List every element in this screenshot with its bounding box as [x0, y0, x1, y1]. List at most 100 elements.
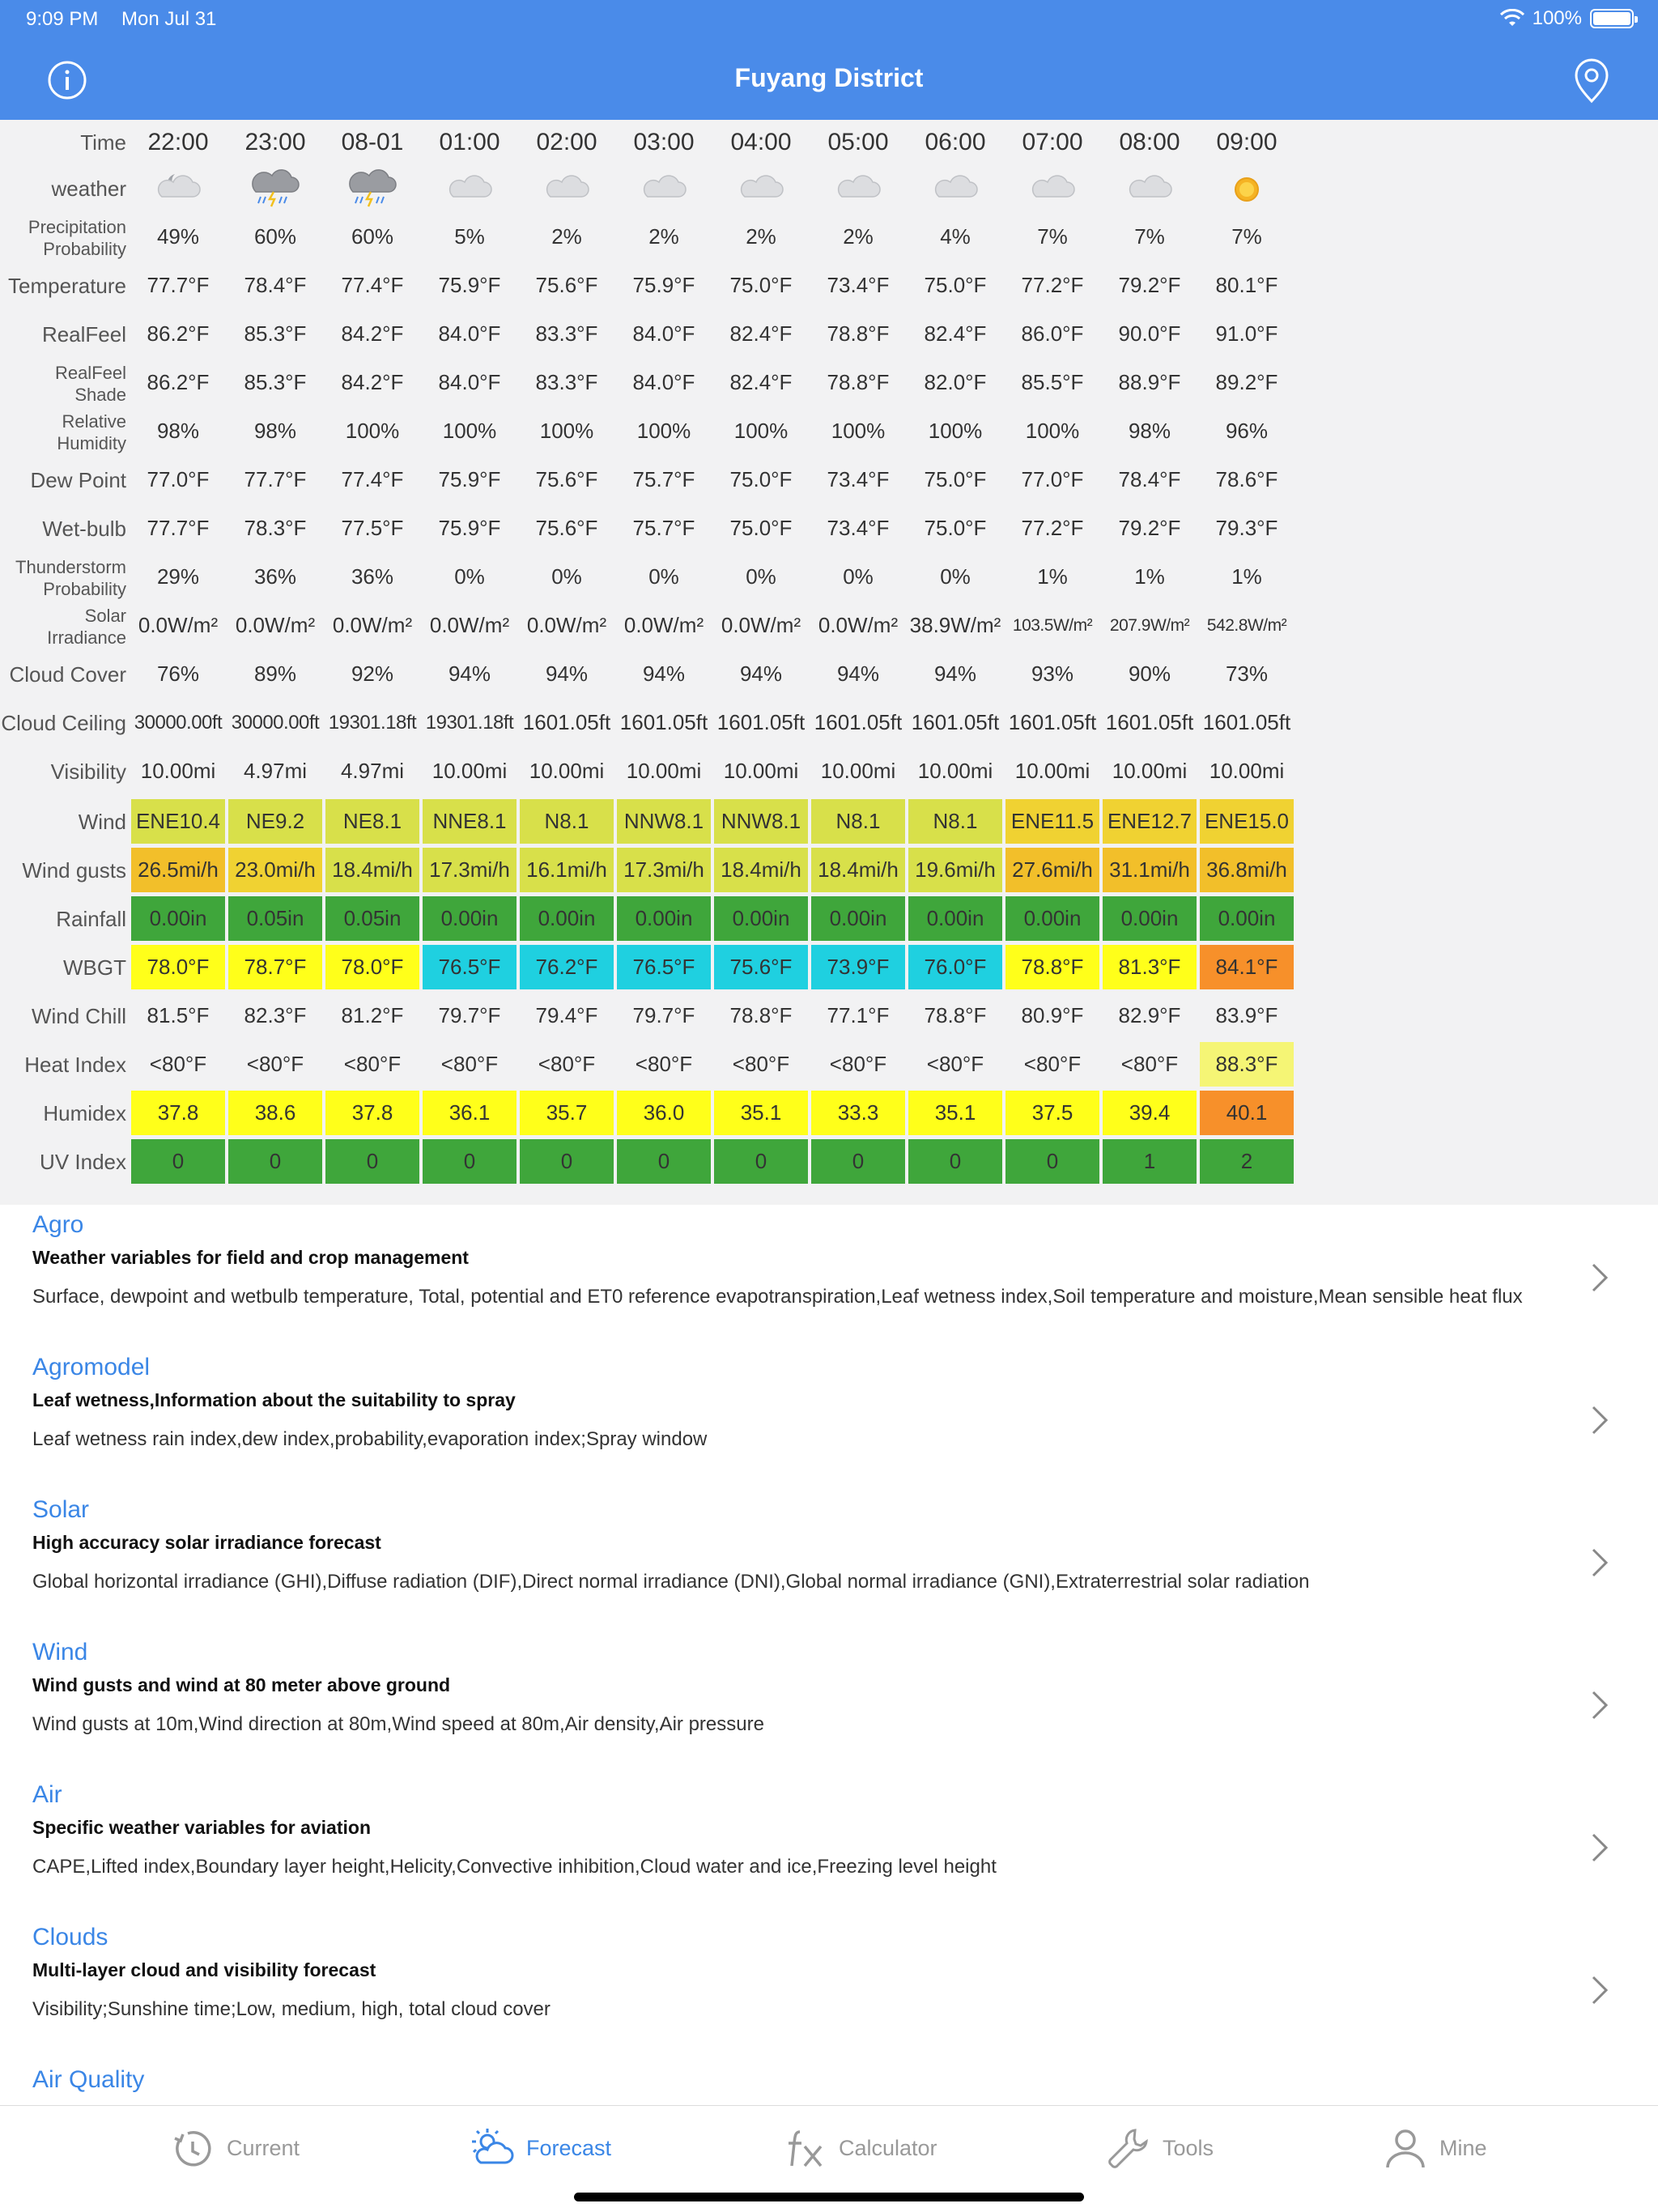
module-item-solar[interactable]: Solar High accuracy solar irradiance fore… — [0, 1490, 1658, 1632]
cell-cloud-cover: 94% — [545, 661, 589, 686]
row-label-line: Probability — [43, 579, 126, 599]
module-item-air-quality[interactable]: Air Quality Air quality index, particulat… — [0, 2060, 1658, 2105]
cell-humidity: 98% — [156, 419, 200, 443]
cell-thunder: 1% — [1231, 564, 1262, 589]
cloudy-night-icon — [154, 169, 202, 210]
module-item-wind[interactable]: Wind Wind gusts and wind at 80 meter abov… — [0, 1632, 1658, 1775]
module-description: Global horizontal irradiance (GHI),Diffu… — [32, 1571, 1310, 1593]
row-label-time: Time — [80, 130, 126, 155]
cell-solar: 207.9W/m² — [1109, 616, 1190, 635]
cell-realfeel-shade: 78.8°F — [827, 370, 890, 394]
cell-cloud-cover: 76% — [156, 661, 200, 686]
info-icon[interactable] — [47, 60, 87, 100]
chevron-right-icon[interactable] — [1590, 1974, 1609, 2006]
hourly-forecast-table[interactable]: Time weather Precipitation Probability Tempe… — [0, 120, 1658, 1205]
cell-realfeel-shade: 82.0°F — [924, 370, 987, 394]
module-item-clouds[interactable]: Clouds Multi-layer cloud and visibility f… — [0, 1917, 1658, 2060]
cell-cloud-ceiling: 1601.05ft — [1202, 710, 1291, 734]
tab-mine[interactable]: Mine — [1383, 2124, 1487, 2172]
cell-realfeel: 82.4°F — [924, 321, 987, 346]
cell-heat-index: <80°F — [246, 1052, 304, 1076]
cell-time: 22:00 — [147, 129, 209, 155]
cell-dewpoint: 75.7°F — [632, 467, 695, 491]
cell-humidex: 39.4 — [1103, 1091, 1197, 1135]
chevron-right-icon[interactable] — [1590, 1404, 1609, 1436]
tab-calculator[interactable]: Calculator — [782, 2124, 937, 2172]
cell-dewpoint: 75.0°F — [729, 467, 793, 491]
cell-heat-index: <80°F — [732, 1052, 790, 1076]
cell-realfeel: 86.0°F — [1021, 321, 1084, 346]
cell-solar: 38.9W/m² — [909, 613, 1001, 637]
cell-rainfall: 0.00in — [520, 896, 614, 941]
cell-realfeel: 85.3°F — [244, 321, 307, 346]
cell-wind-chill: 82.9°F — [1118, 1003, 1181, 1027]
cell-solar: 0.0W/m² — [721, 613, 801, 637]
cell-wbgt: 73.9°F — [811, 945, 905, 989]
row-label-line: Probability — [43, 239, 126, 259]
tab-current[interactable]: Current — [170, 2124, 300, 2172]
module-item-air[interactable]: Air Specific weather variables for aviati… — [0, 1775, 1658, 1917]
module-list[interactable]: Agro Weather variables for field and crop… — [0, 1205, 1658, 2105]
cell-thunder: 1% — [1134, 564, 1165, 589]
module-name: Agromodel — [32, 1354, 151, 1380]
cell-wind: NNW8.1 — [617, 799, 711, 844]
cell-cloud-cover: 93% — [1031, 661, 1074, 686]
row-label-cloud-ceiling: Cloud Ceiling — [1, 711, 126, 735]
forecast-icon — [472, 2129, 514, 2164]
module-item-agromodel[interactable]: Agromodel Leaf wetness,Information about … — [0, 1347, 1658, 1490]
chevron-right-icon[interactable] — [1590, 1831, 1609, 1864]
tab-calculator-label: Calculator — [839, 2135, 937, 2160]
cell-rainfall: 0.00in — [131, 896, 225, 941]
cell-temperature: 77.4°F — [341, 273, 404, 297]
status-date: Mon Jul 31 — [121, 8, 217, 30]
cell-wetbulb: 78.3°F — [244, 516, 307, 540]
cell-solar: 0.0W/m² — [429, 613, 510, 637]
cell-heat-index: <80°F — [635, 1052, 693, 1076]
cell-wetbulb: 77.2°F — [1021, 516, 1084, 540]
cell-precip: 7% — [1037, 224, 1068, 249]
cell-cloud-ceiling: 1601.05ft — [814, 710, 903, 734]
cell-visibility: 10.00mi — [1112, 759, 1188, 783]
cell-uv-index: 0 — [617, 1139, 711, 1184]
cell-wind-gusts: 31.1mi/h — [1103, 848, 1197, 892]
cell-humidity: 100% — [539, 419, 594, 443]
cell-wbgt: 76.5°F — [423, 945, 517, 989]
cell-thunder: 36% — [253, 564, 297, 589]
chevron-right-icon[interactable] — [1590, 1546, 1609, 1579]
tab-forecast-label: Forecast — [526, 2135, 612, 2160]
cell-cloud-ceiling: 1601.05ft — [911, 710, 1000, 734]
tab-tools-label: Tools — [1163, 2135, 1214, 2160]
calculator-icon — [789, 2130, 823, 2167]
cell-time: 09:00 — [1216, 129, 1278, 155]
row-label-line: Solar — [84, 606, 126, 626]
location-pin-icon[interactable] — [1572, 58, 1611, 104]
cell-dewpoint: 78.6°F — [1215, 467, 1278, 491]
cell-solar: 0.0W/m² — [818, 613, 899, 637]
tab-forecast[interactable]: Forecast — [470, 2124, 611, 2172]
cell-rainfall: 0.00in — [1103, 896, 1197, 941]
cell-solar: 0.0W/m² — [235, 613, 316, 637]
cell-precip: 5% — [454, 224, 485, 249]
cell-realfeel-shade: 88.9°F — [1118, 370, 1181, 394]
chevron-right-icon[interactable] — [1590, 1261, 1609, 1294]
cell-precip: 2% — [551, 224, 582, 249]
cell-wind-chill: 77.1°F — [827, 1003, 890, 1027]
cell-wetbulb: 77.5°F — [341, 516, 404, 540]
cell-heat-index: <80°F — [538, 1052, 596, 1076]
cell-rainfall: 0.00in — [811, 896, 905, 941]
cell-dewpoint: 78.4°F — [1118, 467, 1181, 491]
cell-cloud-ceiling: 1601.05ft — [716, 710, 806, 734]
module-subtitle: Weather variables for field and crop man… — [32, 1247, 469, 1268]
tab-tools[interactable]: Tools — [1106, 2124, 1214, 2172]
cell-wind-gusts: 18.4mi/h — [325, 848, 419, 892]
chevron-right-icon[interactable] — [1590, 1689, 1609, 1721]
module-name: Clouds — [32, 1924, 108, 1950]
cell-humidex: 33.3 — [811, 1091, 905, 1135]
cell-realfeel-shade: 83.3°F — [535, 370, 598, 394]
module-item-agro[interactable]: Agro Weather variables for field and crop… — [0, 1205, 1658, 1347]
cell-heat-index: <80°F — [926, 1052, 984, 1076]
row-label-temperature: Temperature — [8, 274, 126, 298]
row-label-precip: Precipitation Probability — [28, 216, 126, 260]
cell-dewpoint: 77.4°F — [341, 467, 404, 491]
cell-realfeel: 82.4°F — [729, 321, 793, 346]
